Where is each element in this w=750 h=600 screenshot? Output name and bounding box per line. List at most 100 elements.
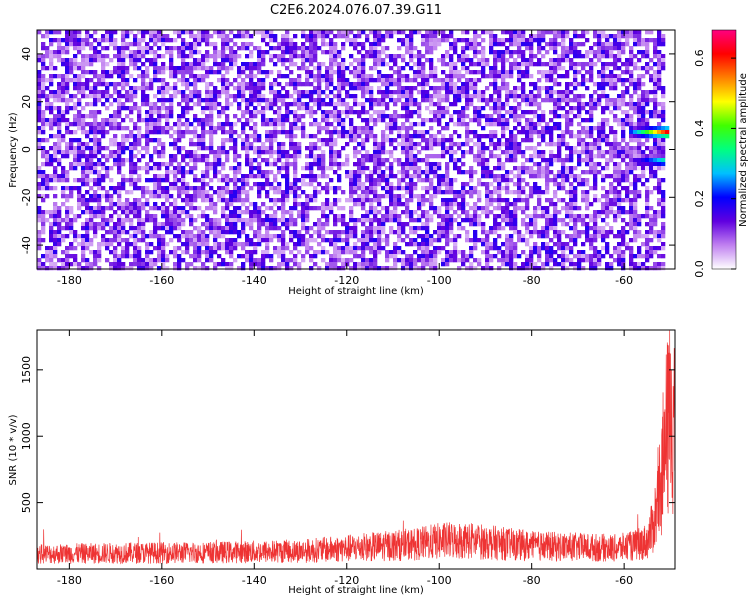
heatmap-cell: [605, 194, 610, 199]
heatmap-cell: [645, 102, 650, 107]
heatmap-cell: [445, 50, 450, 55]
heatmap-cell: [609, 186, 614, 191]
heatmap-cell: [377, 70, 382, 75]
heatmap-cell: [185, 82, 190, 87]
heatmap-cell: [557, 174, 562, 179]
heatmap-cell: [553, 114, 558, 119]
heatmap-cell: [529, 90, 534, 95]
heatmap-cell: [645, 134, 650, 139]
heatmap-cell: [329, 62, 334, 67]
heatmap-cell: [613, 54, 618, 59]
heatmap-cell: [525, 138, 530, 143]
heatmap-cell: [345, 134, 350, 139]
heatmap-cell: [353, 218, 358, 223]
heatmap-cell: [325, 202, 330, 207]
heatmap-cell: [529, 194, 534, 199]
heatmap-cell: [657, 50, 662, 55]
heatmap-cell: [293, 114, 298, 119]
heatmap-cell: [445, 98, 450, 103]
heatmap-cell: [637, 146, 642, 151]
heatmap-cell: [129, 134, 134, 139]
heatmap-cell: [185, 182, 190, 187]
heatmap-cell: [645, 118, 650, 123]
heatmap-cell: [477, 194, 482, 199]
heatmap-cell: [133, 94, 138, 99]
heatmap-cell: [153, 146, 158, 151]
heatmap-cell: [189, 62, 194, 67]
heatmap-cell: [501, 86, 506, 91]
heatmap-cell: [185, 30, 190, 35]
heatmap-cell: [341, 82, 346, 87]
heatmap-cell: [569, 190, 574, 195]
heatmap-cell: [549, 134, 554, 139]
heatmap-cell: [57, 38, 62, 43]
heatmap-cell: [445, 82, 450, 87]
heatmap-cell: [341, 62, 346, 67]
heatmap-cell: [257, 82, 262, 87]
heatmap-cell: [273, 138, 278, 143]
heatmap-cell: [545, 190, 550, 195]
heatmap-cell: [433, 70, 438, 75]
heatmap-cell: [377, 182, 382, 187]
heatmap-cell: [205, 162, 210, 167]
heatmap-cell: [201, 190, 206, 195]
heatmap-cell: [317, 66, 322, 71]
heatmap-cell: [561, 206, 566, 211]
heatmap-cell: [597, 54, 602, 59]
heatmap-cell: [181, 134, 186, 139]
heatmap-cell: [353, 58, 358, 63]
heatmap-cell: [301, 206, 306, 211]
heatmap-cell: [621, 174, 626, 179]
heatmap-cell: [493, 174, 498, 179]
heatmap-cell: [633, 138, 638, 143]
heatmap-cell: [441, 154, 446, 159]
heatmap-cell: [317, 126, 322, 131]
heatmap-cell: [133, 34, 138, 39]
heatmap-cell: [313, 46, 318, 51]
heatmap-cell: [409, 214, 414, 219]
heatmap-cell: [397, 202, 402, 207]
heatmap-cell: [137, 42, 142, 47]
heatmap-cell: [385, 134, 390, 139]
heatmap-cell: [365, 34, 370, 39]
heatmap-cell: [637, 142, 642, 147]
heatmap-cell: [301, 106, 306, 111]
heatmap-cell: [485, 146, 490, 151]
heatmap-cell: [153, 150, 158, 155]
heatmap-cell: [293, 190, 298, 195]
heatmap-cell: [517, 190, 522, 195]
heatmap-cell: [525, 222, 530, 227]
heatmap-cell: [273, 82, 278, 87]
heatmap-cell: [309, 170, 314, 175]
heatmap-cell: [477, 122, 482, 127]
heatmap-cell: [205, 38, 210, 43]
heatmap-cell: [629, 222, 634, 227]
heatmap-cell: [417, 198, 422, 203]
heatmap-cell: [197, 178, 202, 183]
heatmap-cell: [405, 114, 410, 119]
heatmap-cell: [561, 50, 566, 55]
heatmap-cell: [617, 94, 622, 99]
heatmap-cell: [41, 214, 46, 219]
heatmap-cell: [81, 58, 86, 63]
heatmap-cell: [585, 202, 590, 207]
heatmap-cell: [633, 82, 638, 87]
heatmap-cell: [437, 210, 442, 215]
heatmap-cell: [69, 218, 74, 223]
heatmap-cell: [109, 70, 114, 75]
heatmap-cell: [249, 118, 254, 123]
heatmap-cell: [525, 202, 530, 207]
heatmap-cell: [569, 58, 574, 63]
heatmap-cell: [473, 186, 478, 191]
heatmap-cell: [145, 94, 150, 99]
heatmap-cell: [245, 162, 250, 167]
heatmap-cell: [461, 210, 466, 215]
heatmap-cell: [273, 78, 278, 83]
heatmap-cell: [141, 202, 146, 207]
heatmap-cell: [533, 110, 538, 115]
heatmap-cell: [653, 86, 658, 91]
heatmap-cell: [261, 78, 266, 83]
heatmap-cell: [505, 222, 510, 227]
heatmap-cell: [453, 86, 458, 91]
heatmap-cell: [605, 138, 610, 143]
